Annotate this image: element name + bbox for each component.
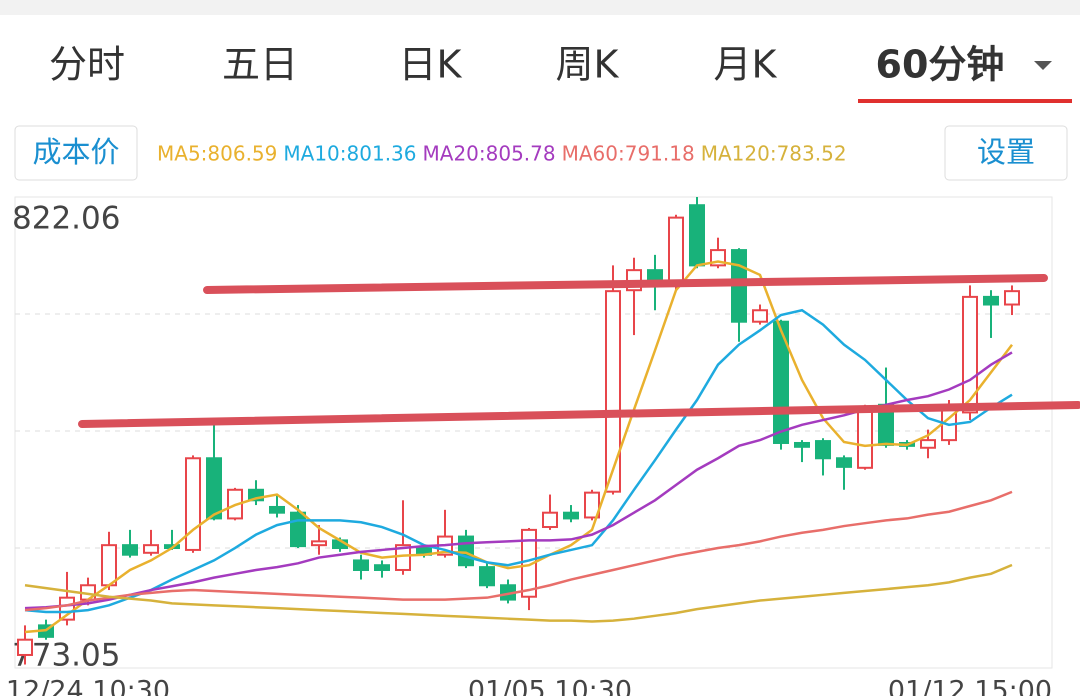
candle-body bbox=[248, 488, 264, 502]
candle-body bbox=[395, 544, 411, 571]
tab[interactable]: 周K bbox=[556, 43, 620, 87]
candle-body bbox=[689, 204, 705, 267]
plot-frame bbox=[14, 196, 1053, 669]
candle-body bbox=[374, 564, 390, 571]
candle-body bbox=[563, 511, 579, 520]
legend: MA5:806.59 MA10:801.36 MA20:805.78 MA60:791… bbox=[157, 142, 847, 166]
tab[interactable]: 五日 bbox=[222, 43, 298, 87]
candle-body bbox=[206, 457, 222, 520]
x-tick-label: 12/24 10:30 bbox=[6, 676, 170, 696]
drawn-resistance-line bbox=[203, 274, 1048, 294]
candle-body bbox=[290, 511, 306, 548]
cost-button[interactable] bbox=[14, 125, 138, 181]
ma-line bbox=[24, 308, 1013, 614]
candle-body bbox=[794, 441, 810, 448]
candle-body bbox=[311, 540, 327, 547]
candle-body bbox=[815, 440, 831, 460]
candle-body bbox=[752, 309, 768, 323]
candle-body bbox=[1004, 290, 1020, 306]
candle-body bbox=[584, 491, 600, 519]
candle-body bbox=[857, 408, 873, 469]
candle-body bbox=[101, 544, 117, 587]
candle-body bbox=[458, 535, 474, 567]
legend-entry: MA5:806.59 bbox=[157, 142, 277, 166]
candle-body bbox=[962, 295, 978, 414]
cost-button-label[interactable]: 成本价 bbox=[32, 135, 119, 169]
candle-body bbox=[122, 544, 138, 556]
candle-body bbox=[920, 439, 936, 449]
candle-body bbox=[269, 505, 285, 514]
candle-body bbox=[17, 638, 33, 656]
tab[interactable]: 60分钟 bbox=[876, 43, 1005, 87]
status-strip bbox=[0, 0, 1080, 15]
candle-body bbox=[542, 511, 558, 529]
candle-body bbox=[143, 544, 159, 554]
legend-entry: MA10:801.36 bbox=[283, 142, 416, 166]
ma-line bbox=[24, 490, 1013, 612]
tab[interactable]: 分时 bbox=[49, 43, 125, 87]
legend-entry: MA120:783.52 bbox=[701, 142, 847, 166]
tab[interactable]: 月K bbox=[714, 43, 778, 87]
x-tick-label: 01/05 10:30 bbox=[468, 676, 632, 696]
drawn-support-line bbox=[78, 401, 1080, 428]
x-tick-label: 01/12 15:00 bbox=[888, 676, 1052, 696]
y-tick-label: 822.06 bbox=[12, 201, 120, 237]
candle-body bbox=[605, 290, 621, 493]
settings-button[interactable] bbox=[944, 125, 1068, 181]
candle-body bbox=[353, 559, 369, 571]
tab[interactable]: 日K bbox=[399, 43, 463, 87]
ma-line bbox=[24, 351, 1013, 610]
legend-entry: MA20:805.78 bbox=[423, 142, 556, 166]
candle-body bbox=[479, 566, 495, 587]
ma-line bbox=[24, 260, 1013, 634]
candle-body bbox=[668, 216, 684, 287]
settings-button-label[interactable]: 设置 bbox=[977, 135, 1035, 169]
candle-body bbox=[185, 457, 201, 551]
candle-body bbox=[983, 295, 999, 306]
dropdown-arrow[interactable] bbox=[1034, 61, 1052, 70]
tab-bar: 分时 五日 日K 周K 月K 60分钟 bbox=[49, 43, 1004, 87]
legend-entry: MA60:791.18 bbox=[562, 142, 695, 166]
ma-line bbox=[24, 563, 1013, 623]
candle-body bbox=[836, 457, 852, 468]
